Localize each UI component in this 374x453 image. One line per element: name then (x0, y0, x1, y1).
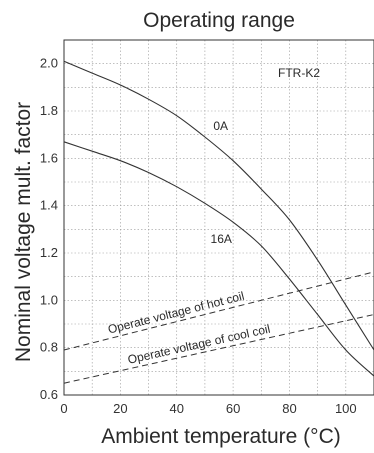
series-labels: 0A 16A Operate voltage of hot coilOperate … (106, 119, 271, 367)
x-tick-label: 0 (60, 401, 67, 416)
series-line-0a (63, 60, 374, 351)
y-axis-label: Nominal voltage mult. factor (12, 102, 35, 362)
y-tick-label: 1.8 (40, 103, 58, 118)
series-label-0a: 0A (213, 119, 228, 133)
x-tick-label: 100 (335, 401, 357, 416)
plot-frame (63, 39, 374, 396)
x-axis-label: Ambient temperature (°C) (101, 425, 340, 448)
x-tick-label: 20 (113, 401, 127, 416)
y-tick-label: 1.0 (40, 292, 58, 307)
tick-labels: 0 20 40 60 80 100 0.6 0.8 1.0 1.2 1.4 1.6 1.8 2.0 (40, 56, 357, 416)
y-tick-label: 0.8 (40, 340, 58, 355)
series-line-16a (63, 141, 374, 377)
x-tick-label: 80 (282, 401, 296, 416)
y-tick-label: 0.6 (40, 387, 58, 402)
chart-title: Operating range (143, 9, 295, 32)
model-annotation: FTR-K2 (278, 66, 320, 80)
y-tick-label: 1.2 (40, 245, 58, 260)
series-label-operate-voltage-of-cool-coil: Operate voltage of cool coil (126, 322, 271, 367)
x-tick-label: 60 (226, 401, 240, 416)
series-line-operate-voltage-of-hot-coil (63, 271, 374, 351)
series-layer (63, 60, 374, 384)
series-label-16a: 16A (211, 232, 232, 246)
grid (64, 40, 374, 395)
y-tick-label: 1.6 (40, 150, 58, 165)
y-tick-label: 2.0 (40, 56, 58, 71)
x-tick-label: 40 (169, 401, 183, 416)
series-label-operate-voltage-of-hot-coil: Operate voltage of hot coil (106, 289, 245, 337)
y-tick-label: 1.4 (40, 198, 58, 213)
